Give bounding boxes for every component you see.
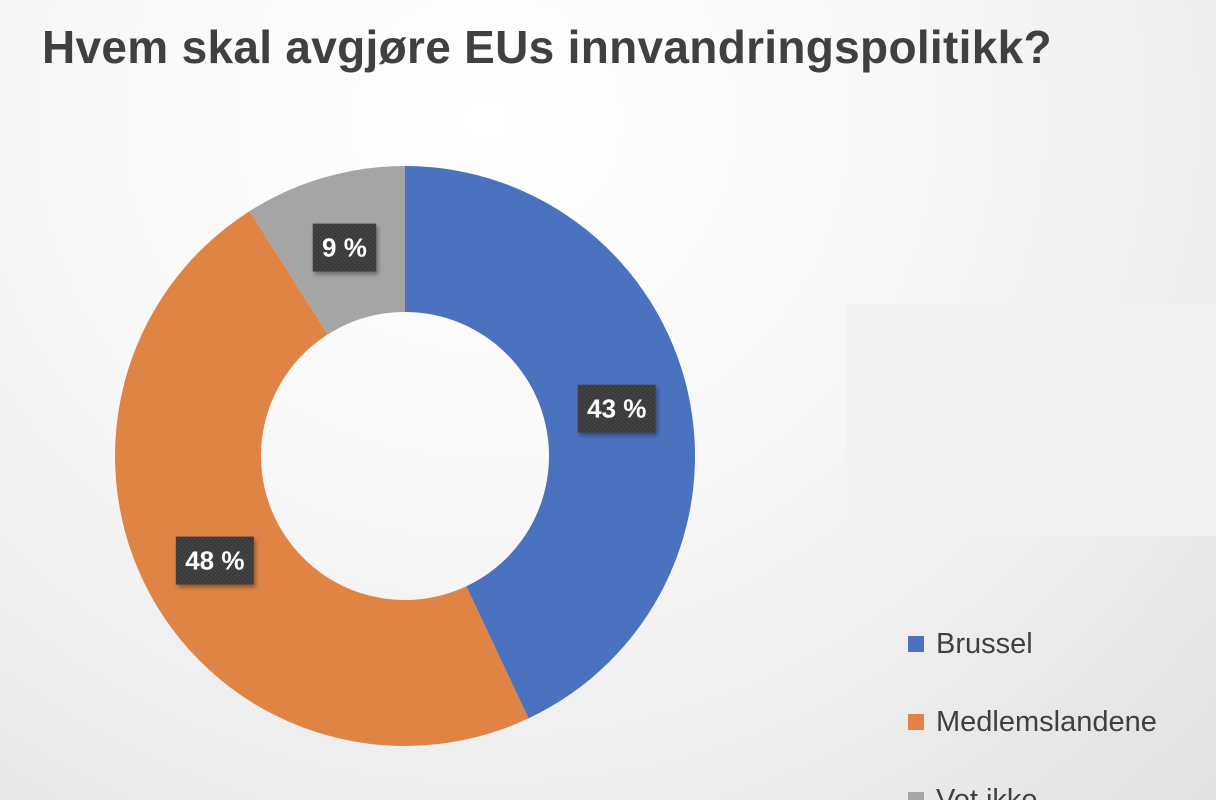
legend-label-medlemslandene: Medlemslandene: [936, 705, 1157, 738]
data-label-vet-ikke: 9 %: [312, 223, 377, 272]
legend-item-brussel: Brussel: [908, 626, 1033, 662]
donut-slices: [114, 166, 696, 746]
slice-medlemslandene: [114, 211, 529, 746]
data-label-box: [312, 223, 377, 272]
data-label-text: 48 %: [185, 546, 244, 576]
legend-label-brussel: Brussel: [936, 627, 1033, 660]
legend-item-medlemslandene: Medlemslandene: [908, 704, 1157, 740]
data-label-box: [175, 536, 254, 585]
legend-item-vet-ikke: Vet ikke: [908, 782, 1038, 800]
data-label-brussel: 43 %: [577, 384, 656, 433]
data-label-box: [577, 384, 656, 433]
legend-swatch-vet-ikke: [908, 792, 924, 800]
legend-label-vet-ikke: Vet ikke: [936, 783, 1038, 800]
legend-swatch-brussel: [908, 636, 924, 652]
donut-data-labels: 43 % 48 % 9 %: [175, 223, 656, 585]
slice-brussel: [405, 166, 696, 719]
chart-legend: Brussel Medlemslandene Vet ikke: [846, 304, 1216, 800]
data-label-text: 43 %: [587, 394, 646, 424]
data-label-text: 9 %: [322, 233, 367, 263]
chart-title: Hvem skal avgjøre EUs innvandringspoliti…: [42, 21, 1052, 73]
legend-swatch-medlemslandene: [908, 714, 924, 730]
data-label-medlemslandene: 48 %: [175, 536, 254, 585]
